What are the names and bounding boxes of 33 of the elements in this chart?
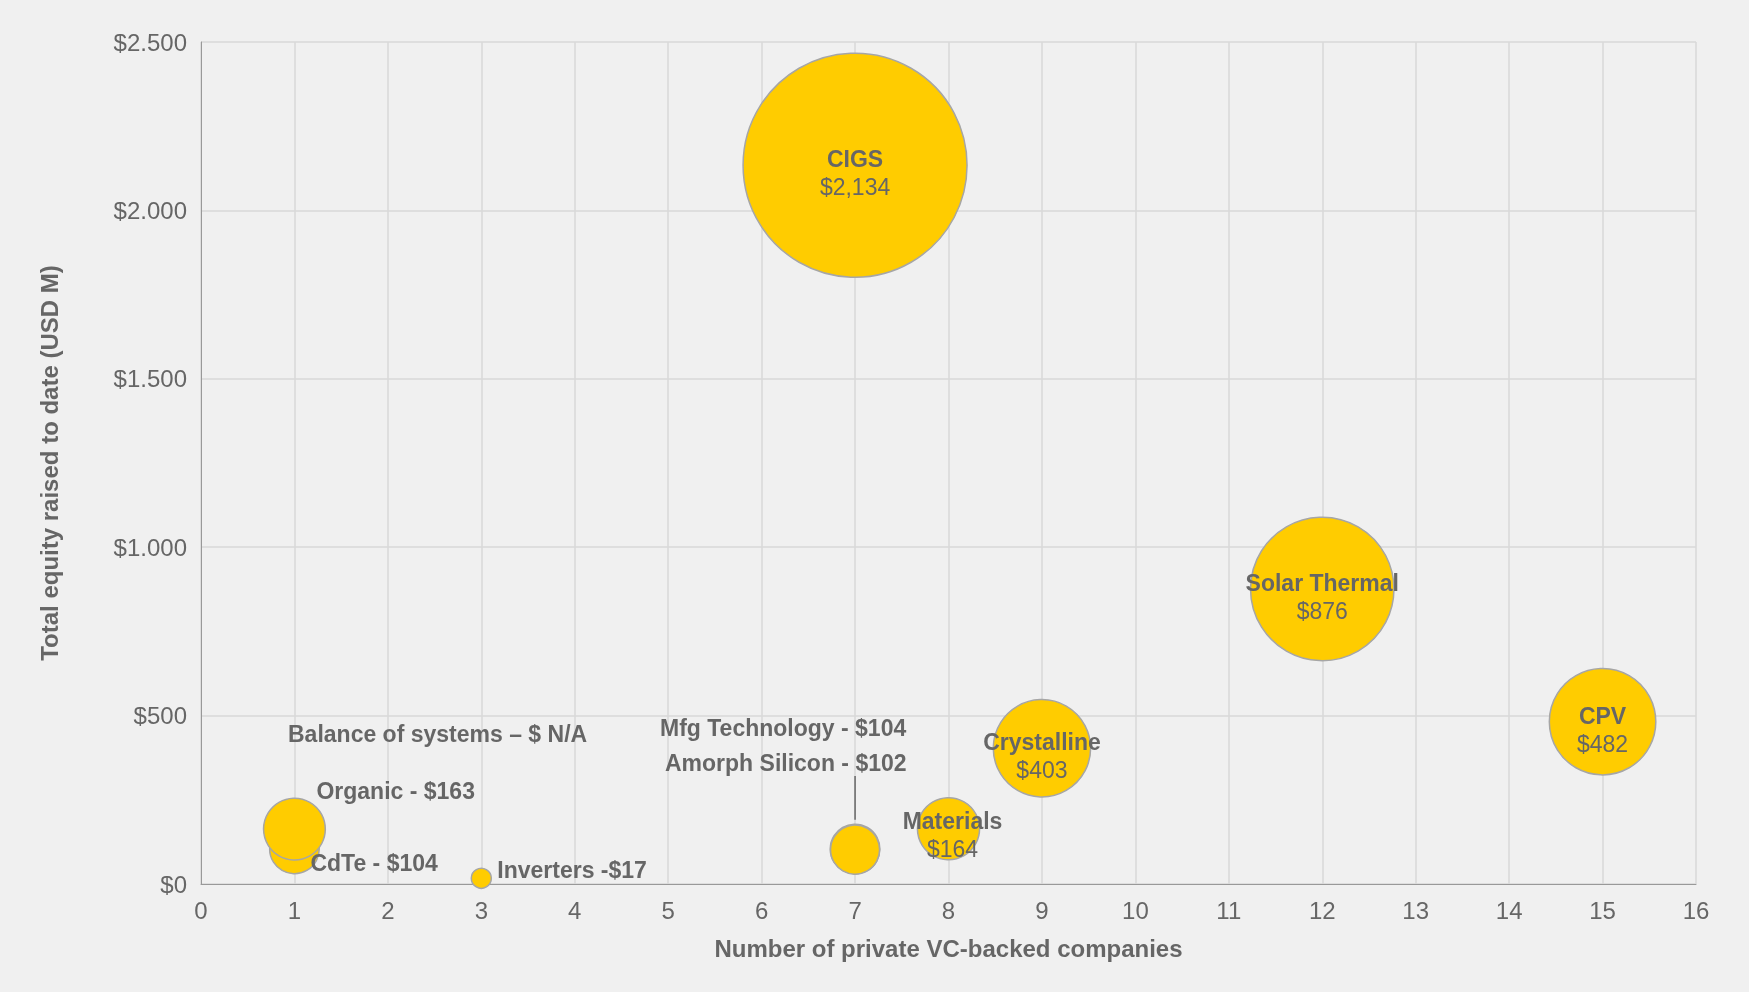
x-tick-label: 15 [1589, 896, 1616, 924]
x-tick-label: 2 [381, 896, 395, 924]
x-tick-label: 3 [474, 896, 488, 924]
y-tick-label: $500 [133, 702, 187, 730]
annotation: Mfg Technology - $104 [660, 715, 907, 741]
x-tick-label: 1 [287, 896, 302, 924]
x-tick-label: 13 [1402, 896, 1430, 924]
x-axis-title: Number of private VC-backed companies [714, 934, 1183, 962]
x-tick-label: 4 [568, 896, 582, 924]
y-tick-label: $0 [160, 870, 187, 898]
x-tick-label: 8 [941, 896, 956, 924]
x-tick-label: 12 [1308, 896, 1336, 924]
x-tick-label: 11 [1216, 896, 1242, 924]
x-tick-label: 7 [848, 896, 862, 924]
annotation: Inverters -$17 [497, 857, 647, 884]
y-tick-label: $2.000 [113, 196, 187, 224]
x-tick-label: 9 [1035, 896, 1049, 924]
annotation: CdTe - $104 [310, 849, 439, 876]
annotation: CPV $482 [1576, 702, 1629, 757]
annotation: CIGS $2,134 [819, 146, 891, 201]
annotation: Organic - $163 [316, 778, 475, 805]
x-tick-label: 14 [1495, 896, 1523, 924]
annotation: Amorph Silicon - $102 [665, 750, 907, 776]
x-tick-label: 0 [194, 896, 208, 924]
x-tick-label: 5 [661, 896, 675, 924]
y-axis-title: Total equity raised to date (USD M) [35, 265, 63, 661]
y-tick-label: $1.000 [113, 533, 187, 561]
annotation: Balance of systems – $ N/A [288, 721, 588, 747]
x-tick-label: 16 [1682, 896, 1710, 924]
y-tick-label: $1.500 [113, 365, 187, 393]
y-tick-label: $2.500 [113, 28, 187, 56]
x-tick-label: 6 [754, 896, 769, 924]
x-tick-label: 10 [1122, 896, 1149, 924]
